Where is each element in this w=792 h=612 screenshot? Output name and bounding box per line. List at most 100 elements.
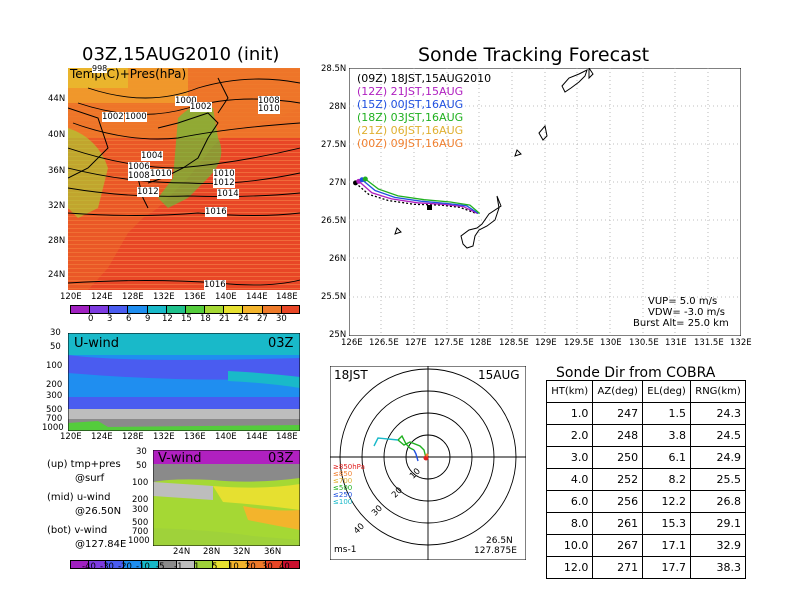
tracking-lat-tick: 25N (329, 330, 347, 340)
u-wind-label: U-wind (74, 336, 119, 351)
map-lon-tick: 144E (246, 292, 268, 302)
param-vdw: VDW= -3.0 m/s (648, 307, 725, 318)
table-cell: 29.1 (690, 512, 746, 535)
map-lon-tick: 132E (153, 292, 175, 302)
colorbar-swatch (70, 305, 90, 314)
note-bot: (bot) v-wind (47, 525, 108, 536)
v-wind-lat-tick: 36N (264, 547, 282, 557)
map-lon-tick: 120E (60, 292, 82, 302)
isobar-label: 1012 (137, 187, 159, 197)
map-lon-tick: 124E (91, 292, 113, 302)
sonde-direction-table: HT(km) AZ(deg) EL(deg) RNG(km) 1.0 247 1.5… (545, 380, 746, 579)
hodograph-unit: ms-1 (334, 545, 357, 555)
map-lon-tick: 148E (276, 292, 298, 302)
table-cell: 261 (592, 512, 644, 535)
legend-entry-00z: (00Z) 09JST,16AUG (357, 137, 464, 150)
wind-colorbar-tick: -40 (82, 562, 96, 572)
tracking-lon-tick: 130E (600, 338, 622, 348)
v-wind-pres-tick: 1000 (128, 536, 150, 546)
colorbar-tick: 6 (126, 314, 132, 324)
map-lat-tick: 40N (48, 130, 66, 140)
colorbar-swatch (146, 305, 166, 314)
level-legend-500: ≤500 (333, 484, 353, 492)
tracking-lon-tick: 128.5E (499, 338, 529, 348)
wind-colorbar-swatch (140, 560, 159, 569)
colorbar-tick: 15 (181, 314, 192, 324)
wind-hodograph (330, 366, 526, 560)
table-cell: 38.3 (690, 556, 746, 579)
note-mid-level: @26.50N (75, 506, 122, 517)
isobar-label: 1006 (128, 162, 150, 172)
tracking-lon-tick: 127.5E (434, 338, 464, 348)
map-lon-tick: 140E (215, 292, 237, 302)
tracking-lon-tick: 127E (405, 338, 427, 348)
v-wind-lat-tick: 24N (173, 547, 191, 557)
table-cell: 8.2 (642, 468, 692, 491)
legend-entry-21z: (21Z) 06JST,16AUG (357, 124, 464, 137)
wind-colorbar-swatch (87, 560, 106, 569)
table-cell: 267 (592, 534, 644, 557)
v-wind-pres-tick: 300 (132, 505, 149, 515)
table-cell: 6.1 (642, 446, 692, 469)
u-wind-lon-tick: 148E (276, 432, 298, 442)
isobar-label: 1016 (205, 207, 227, 217)
wind-colorbar-swatch (123, 560, 141, 569)
wind-colorbar (70, 560, 300, 570)
table-cell: 3.8 (642, 424, 692, 447)
v-wind-lat-tick: 32N (233, 547, 251, 557)
note-up: (up) tmp+pres (47, 459, 121, 470)
u-wind-pres-tick: 700 (46, 414, 63, 424)
tracking-lat-tick: 28.5N (321, 64, 347, 74)
isobar-label: 1010 (150, 169, 172, 179)
tracking-lat-tick: 26N (329, 254, 347, 264)
tracking-lon-tick: 132E (730, 338, 752, 348)
wind-colorbar-swatch (176, 560, 194, 569)
temperature-colorbar (70, 305, 300, 315)
wind-colorbar-swatch (158, 560, 177, 569)
wind-colorbar-swatch (246, 560, 265, 569)
colorbar-swatch (108, 305, 128, 314)
legend-entry-18z: (18Z) 03JST,16AUG (357, 111, 464, 124)
u-wind-lon-tick: 140E (215, 432, 237, 442)
colorbar-tick: 9 (145, 314, 151, 324)
wind-colorbar-tick: 1 (194, 562, 200, 572)
map-lat-tick: 36N (48, 166, 66, 176)
colorbar-tick: 3 (107, 314, 113, 324)
level-legend-250: ≤250 (333, 491, 353, 499)
isobar-label: 1000 (125, 112, 147, 122)
u-wind-lon-tick: 132E (153, 432, 175, 442)
map-lat-tick: 28N (48, 236, 66, 246)
sonde-track-line (355, 182, 477, 215)
param-burst-alt: Burst Alt= 25.0 km (633, 318, 729, 329)
table-cell: 12.0 (545, 556, 594, 579)
isobar-label: 1012 (213, 178, 235, 188)
u-wind-lon-tick: 144E (246, 432, 268, 442)
map-lat-tick: 32N (48, 201, 66, 211)
table-row: 1.0 247 1.5 24.3 (545, 402, 746, 425)
colorbar-swatch (223, 305, 243, 314)
u-wind-time: 03Z (268, 336, 294, 351)
map-lat-tick: 24N (48, 270, 66, 280)
colorbar-tick: 27 (257, 314, 268, 324)
column-header: HT(km) (545, 380, 594, 403)
u-wind-lon-tick: 124E (91, 432, 113, 442)
u-wind-lon-tick: 120E (60, 432, 82, 442)
note-mid: (mid) u-wind (47, 492, 111, 503)
table-cell: 24.5 (690, 424, 746, 447)
wind-colorbar-swatch (264, 560, 283, 569)
table-cell: 4.0 (545, 468, 594, 491)
tracking-title: Sonde Tracking Forecast (418, 44, 650, 66)
wind-colorbar-tick: -10 (136, 562, 150, 572)
v-wind-pres-tick: 100 (132, 478, 149, 488)
u-wind-pres-tick: 50 (50, 342, 61, 352)
isobar-label: 1010 (258, 104, 280, 114)
u-wind-pres-tick: 30 (50, 328, 61, 338)
table-cell: 256 (592, 490, 644, 513)
isobar-label: 1016 (204, 280, 226, 290)
table-row: 12.0 271 17.7 38.3 (545, 556, 746, 579)
legend-entry-09z: (09Z) 18JST,15AUG2010 (357, 72, 492, 85)
table-row: 6.0 256 12.2 26.8 (545, 490, 746, 513)
table-cell: 6.0 (545, 490, 594, 513)
u-wind-pres-tick: 100 (46, 361, 63, 371)
table-cell: 1.5 (642, 402, 692, 425)
